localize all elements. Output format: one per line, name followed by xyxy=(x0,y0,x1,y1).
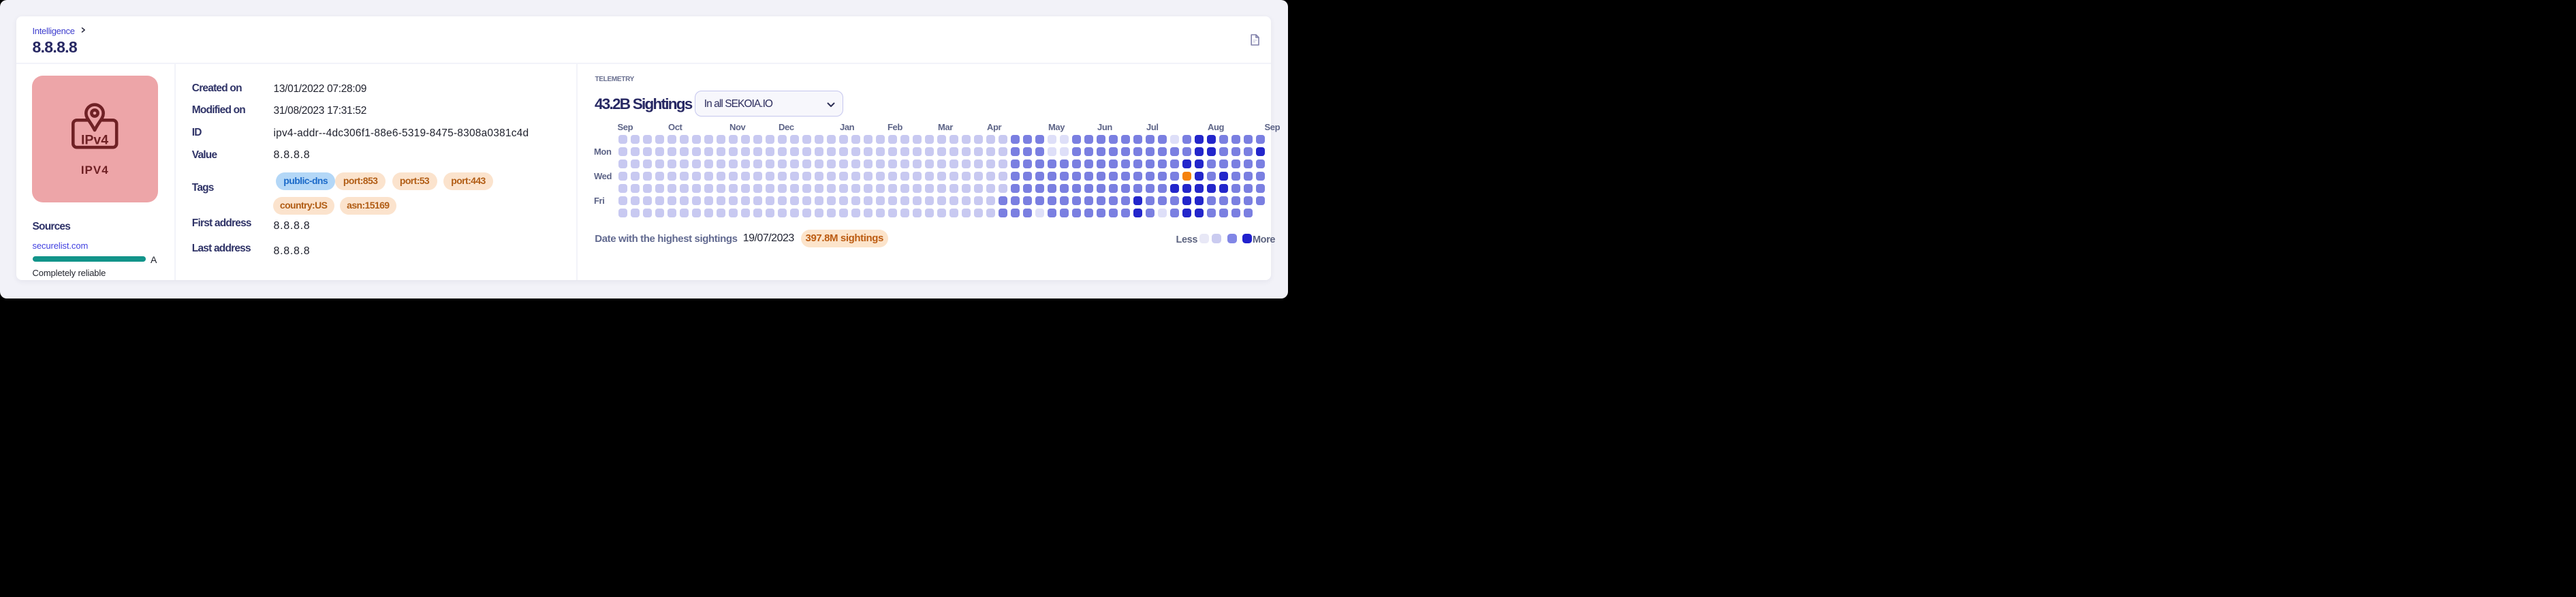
svg-text:IPv4: IPv4 xyxy=(81,133,108,148)
